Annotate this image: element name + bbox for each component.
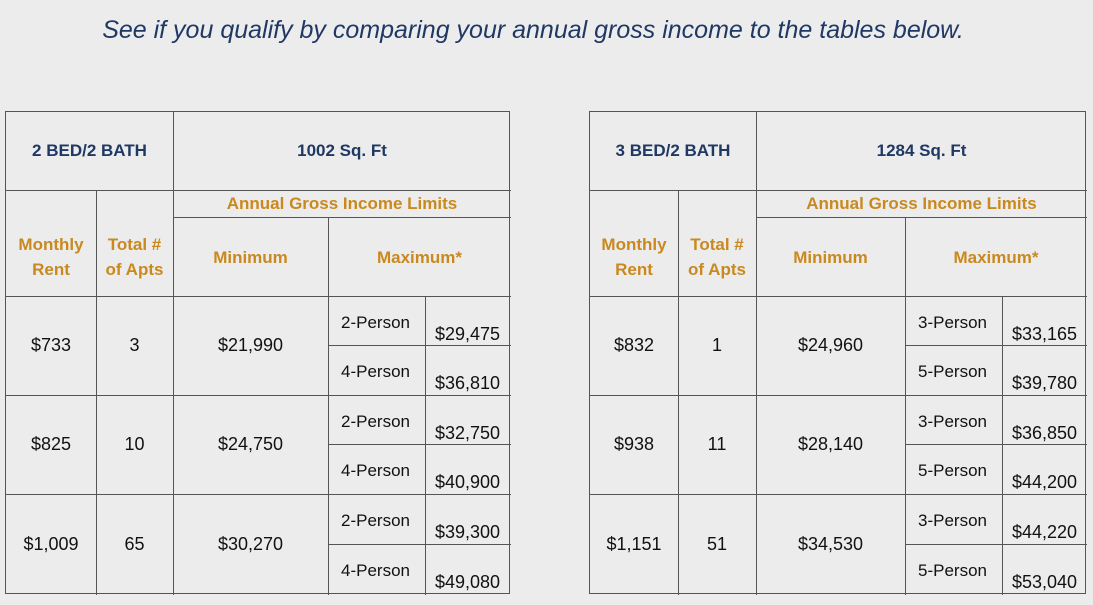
unit-type: 3 BED/2 BATH (615, 141, 731, 160)
max-income-value: $40,900 (435, 472, 501, 492)
maximum-header: Maximum* (953, 247, 1039, 267)
minimum-header: Minimum (793, 247, 868, 267)
income-limits-header: Annual Gross Income Limits (806, 194, 1037, 213)
rent-value: $733 (30, 335, 72, 355)
rent-value: $938 (613, 434, 655, 454)
max-income-value: $36,810 (435, 373, 501, 393)
monthly-rent-header: Monthly Rent (601, 235, 667, 279)
min-income-value: $24,750 (217, 434, 284, 454)
max-income-value: $44,200 (1012, 472, 1078, 492)
min-income-value: $21,990 (217, 335, 284, 355)
min-income-value: $30,270 (217, 534, 284, 554)
monthly-rent-header: Monthly Rent (18, 235, 84, 279)
apts-value: 11 (707, 434, 727, 454)
household-size: 2-Person (341, 511, 410, 530)
apts-value: 65 (124, 534, 145, 554)
max-income-value: $44,220 (1012, 522, 1078, 542)
apts-value: 3 (129, 335, 140, 355)
max-income-value: $53,040 (1012, 572, 1078, 592)
min-income-value: $24,960 (797, 335, 864, 355)
total-apts-header: Total # of Apts (105, 235, 164, 279)
household-size: 5-Person (918, 362, 987, 381)
min-income-value: $34,530 (797, 534, 864, 554)
income-limits-header: Annual Gross Income Limits (226, 194, 458, 213)
apts-value: 10 (124, 434, 145, 454)
rent-value: $1,009 (23, 534, 79, 554)
household-size: 4-Person (341, 362, 410, 381)
min-income-value: $28,140 (797, 434, 864, 454)
apts-value: 1 (711, 335, 722, 355)
household-size: 5-Person (918, 461, 987, 480)
max-income-value: $33,165 (1012, 324, 1078, 344)
household-size: 4-Person (341, 561, 410, 580)
max-income-value: $39,300 (435, 522, 501, 542)
income-table-2bed: 2 BED/2 BATH 1002 Sq. Ft Annual Gross In… (5, 111, 511, 595)
household-size: 3-Person (918, 412, 987, 431)
rent-value: $1,151 (606, 534, 662, 554)
household-size: 3-Person (918, 313, 987, 332)
square-feet: 1284 Sq. Ft (876, 141, 967, 160)
income-table-3bed: 3 BED/2 BATH 1284 Sq. Ft Annual Gross In… (589, 111, 1087, 595)
max-income-value: $39,780 (1012, 373, 1078, 393)
rent-value: $825 (30, 434, 72, 454)
rent-value: $832 (613, 335, 655, 355)
household-size: 4-Person (341, 461, 410, 480)
household-size: 2-Person (341, 412, 410, 431)
household-size: 5-Person (918, 561, 987, 580)
apts-value: 51 (706, 534, 728, 554)
household-size: 3-Person (918, 511, 987, 530)
max-income-value: $49,080 (435, 572, 501, 592)
minimum-header: Minimum (213, 247, 288, 267)
square-feet: 1002 Sq. Ft (297, 141, 387, 160)
page-headline: See if you qualify by comparing your ann… (102, 16, 964, 44)
max-income-value: $32,750 (435, 423, 501, 443)
unit-type: 2 BED/2 BATH (32, 141, 147, 160)
total-apts-header: Total # of Apts (688, 235, 746, 279)
maximum-header: Maximum* (376, 247, 463, 267)
max-income-value: $29,475 (435, 324, 501, 344)
household-size: 2-Person (341, 313, 410, 332)
max-income-value: $36,850 (1012, 423, 1078, 443)
